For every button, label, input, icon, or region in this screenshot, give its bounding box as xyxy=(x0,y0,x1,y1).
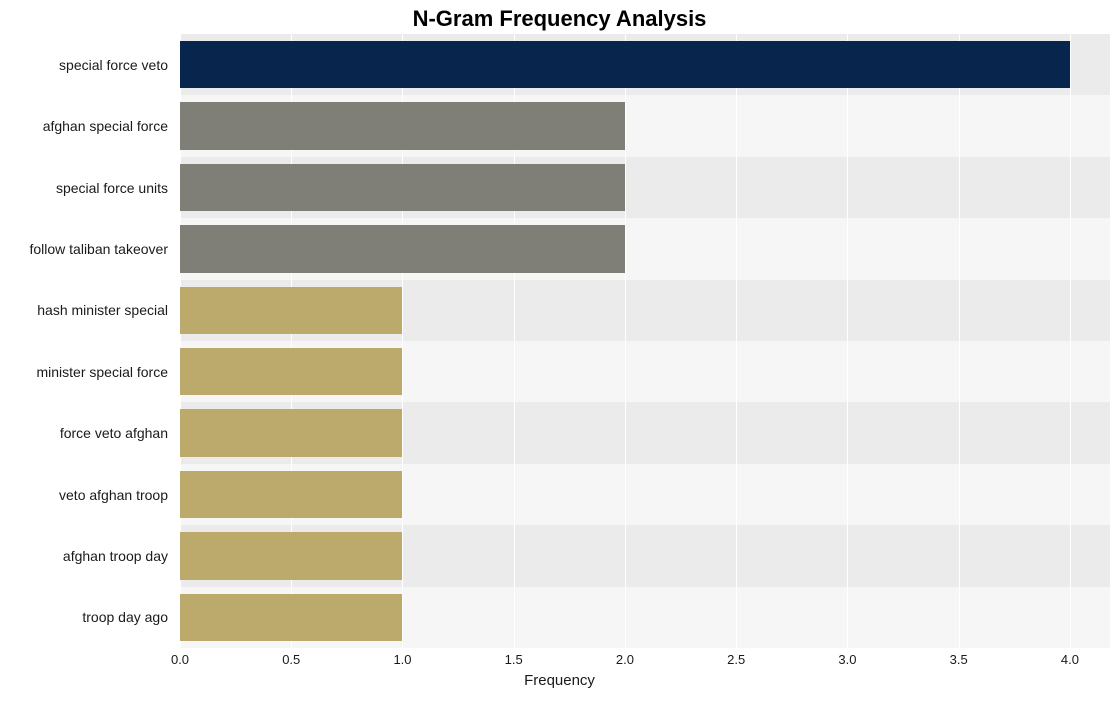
bar xyxy=(180,409,402,456)
gridline xyxy=(736,34,737,648)
ngram-chart: N-Gram Frequency Analysis special force … xyxy=(0,0,1119,701)
bar xyxy=(180,594,402,641)
chart-title: N-Gram Frequency Analysis xyxy=(0,6,1119,32)
x-tick-label: 1.5 xyxy=(505,652,523,667)
y-tick-label: force veto afghan xyxy=(0,426,174,440)
bar xyxy=(180,471,402,518)
bar xyxy=(180,348,402,395)
x-tick-label: 0.0 xyxy=(171,652,189,667)
bar xyxy=(180,164,625,211)
gridline xyxy=(1070,34,1071,648)
y-tick-label: follow taliban takeover xyxy=(0,242,174,256)
bar xyxy=(180,225,625,272)
bar xyxy=(180,102,625,149)
y-tick-label: afghan troop day xyxy=(0,549,174,563)
bar xyxy=(180,532,402,579)
x-tick-label: 2.0 xyxy=(616,652,634,667)
x-axis-label: Frequency xyxy=(0,672,1119,689)
y-tick-label: minister special force xyxy=(0,365,174,379)
y-tick-label: veto afghan troop xyxy=(0,488,174,502)
gridline xyxy=(847,34,848,648)
x-tick-label: 1.0 xyxy=(393,652,411,667)
bar xyxy=(180,41,1070,88)
gridline xyxy=(959,34,960,648)
bar xyxy=(180,287,402,334)
y-tick-label: hash minister special xyxy=(0,303,174,317)
plot-area xyxy=(180,34,1110,648)
x-tick-label: 3.5 xyxy=(950,652,968,667)
x-tick-label: 4.0 xyxy=(1061,652,1079,667)
y-tick-label: troop day ago xyxy=(0,610,174,624)
y-axis-labels: special force veto afghan special force sp… xyxy=(0,34,174,648)
y-tick-label: special force units xyxy=(0,181,174,195)
x-tick-label: 2.5 xyxy=(727,652,745,667)
x-tick-label: 0.5 xyxy=(282,652,300,667)
y-tick-label: afghan special force xyxy=(0,119,174,133)
gridline xyxy=(625,34,626,648)
x-tick-label: 3.0 xyxy=(838,652,856,667)
y-tick-label: special force veto xyxy=(0,58,174,72)
x-axis-ticks: 0.00.51.01.52.02.53.03.54.0 xyxy=(180,652,1110,672)
